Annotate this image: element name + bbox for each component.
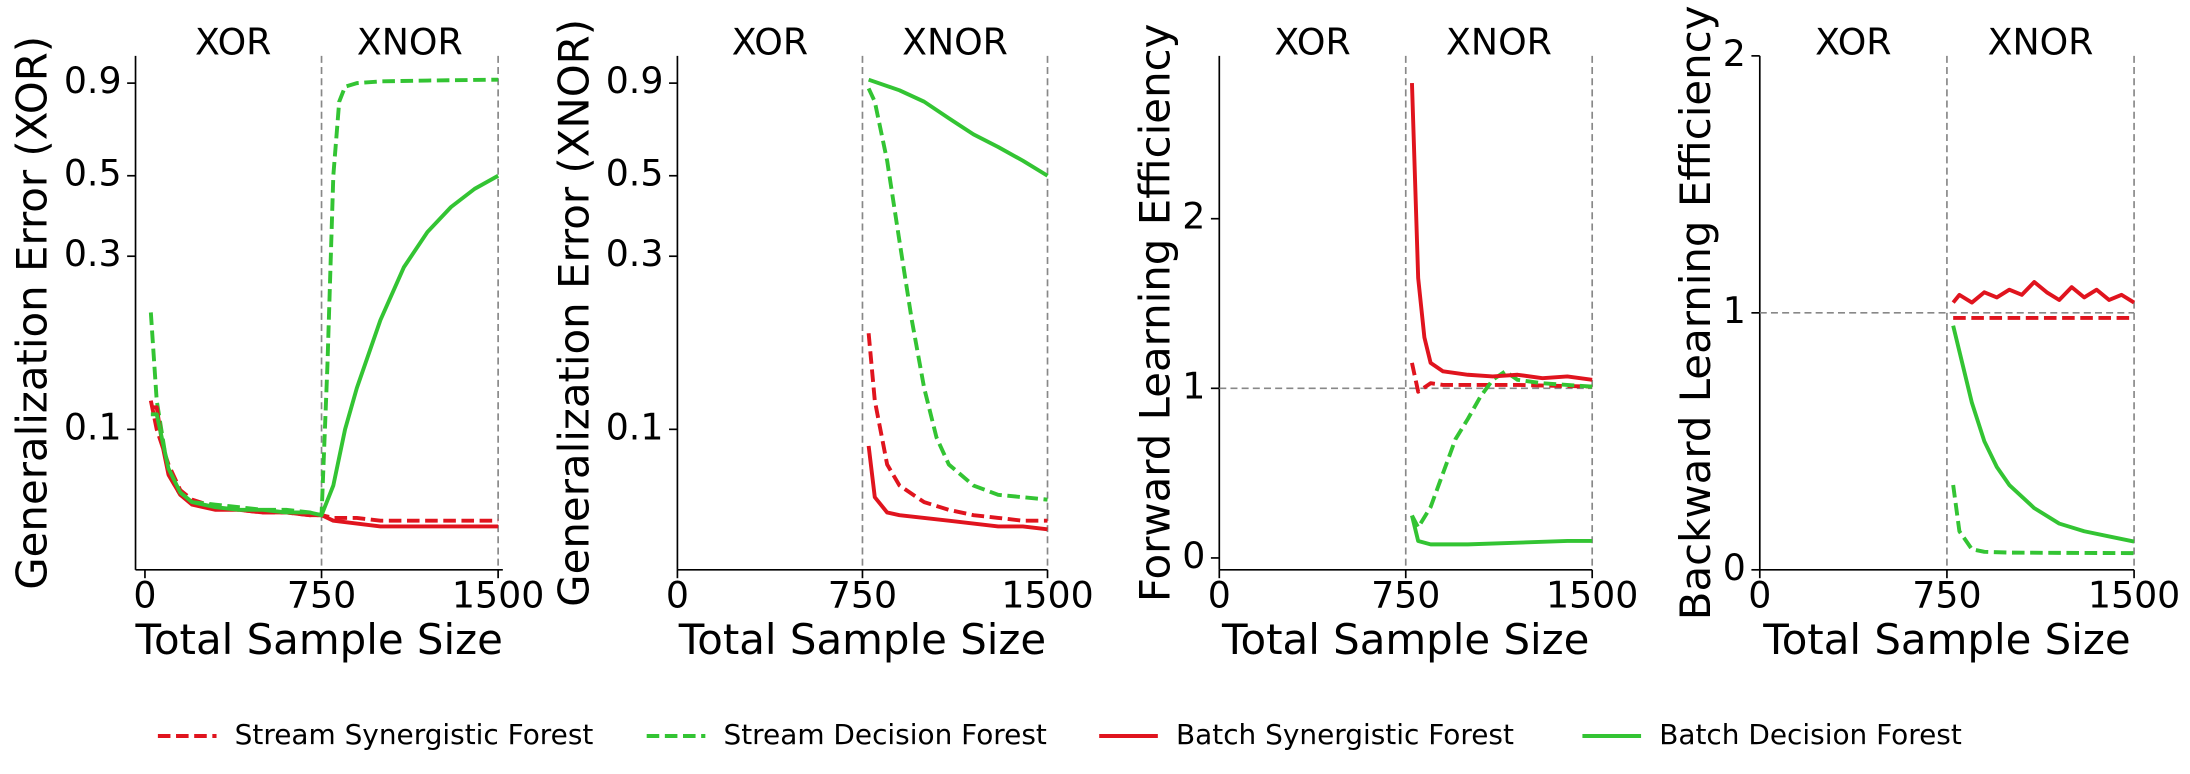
series-line [1951, 280, 2136, 305]
series-line [150, 174, 500, 518]
x-tick-label: 1500 [1001, 574, 1093, 617]
x-axis-label: Total Sample Size [134, 615, 502, 664]
y-axis-label: Forward Learning Efficiency [1130, 24, 1179, 603]
y-tick-label: 0.9 [606, 59, 664, 102]
series-line [1410, 362, 1593, 394]
y-axis-label: Backward Learning Efficiency [1671, 5, 1720, 620]
phase-label: XOR [1815, 21, 1891, 64]
series-line [1410, 369, 1593, 530]
phase-label: XNOR [902, 21, 1008, 64]
x-axis-label: Total Sample Size [1762, 615, 2130, 664]
legend-label: Stream Synergistic Forest [235, 718, 594, 751]
phase-label: XOR [195, 21, 271, 64]
phase-label: XNOR [1446, 21, 1552, 64]
phase-label: XNOR [357, 21, 463, 64]
x-tick-label: 1500 [452, 574, 544, 617]
x-tick-label: 0 [1208, 574, 1231, 617]
y-tick-label: 0.3 [64, 232, 122, 275]
series-line [868, 77, 1049, 178]
y-tick-label: 0.5 [64, 152, 122, 195]
x-tick-label: 750 [1371, 574, 1440, 617]
series-line [866, 87, 1048, 502]
series-line [1410, 515, 1593, 547]
series-line [1951, 325, 2135, 544]
y-tick-label: 2 [1182, 195, 1205, 238]
y-axis-label: Generalization Error (XOR) [7, 36, 56, 590]
x-tick-label: 1500 [2088, 574, 2180, 617]
y-tick-label: 0.1 [606, 405, 664, 448]
x-tick-label: 750 [828, 574, 897, 617]
x-axis-label: Total Sample Size [1221, 615, 1589, 664]
y-tick-label: 0.5 [606, 152, 664, 195]
y-tick-label: 0.9 [64, 59, 122, 102]
series-line [148, 77, 499, 518]
phase-label: XOR [1274, 21, 1350, 64]
y-tick-label: 0.3 [606, 232, 664, 275]
x-tick-label: 0 [666, 574, 689, 617]
x-tick-label: 750 [1912, 574, 1981, 617]
x-tick-label: 0 [1748, 574, 1771, 617]
y-tick-label: 0.1 [64, 405, 122, 448]
legend-label: Batch Synergistic Forest [1176, 718, 1514, 751]
series-line [866, 445, 1048, 532]
x-tick-label: 0 [133, 574, 156, 617]
series-line [1410, 82, 1593, 382]
phase-label: XOR [732, 21, 808, 64]
x-tick-label: 1500 [1546, 574, 1638, 617]
y-tick-label: 1 [1182, 364, 1205, 407]
legend-label: Stream Decision Forest [724, 718, 1047, 751]
y-axis-label: Generalization Error (XNOR) [549, 19, 598, 607]
y-tick-label: 2 [1723, 32, 1746, 75]
y-tick-label: 0 [1182, 534, 1205, 577]
series-line [866, 333, 1048, 523]
y-tick-label: 0 [1723, 546, 1746, 589]
x-axis-label: Total Sample Size [678, 615, 1046, 664]
y-tick-label: 1 [1723, 289, 1746, 332]
phase-label: XNOR [1988, 21, 2094, 64]
series-line [1951, 484, 2135, 556]
legend-label: Batch Decision Forest [1659, 718, 1962, 751]
x-tick-label: 750 [287, 574, 356, 617]
